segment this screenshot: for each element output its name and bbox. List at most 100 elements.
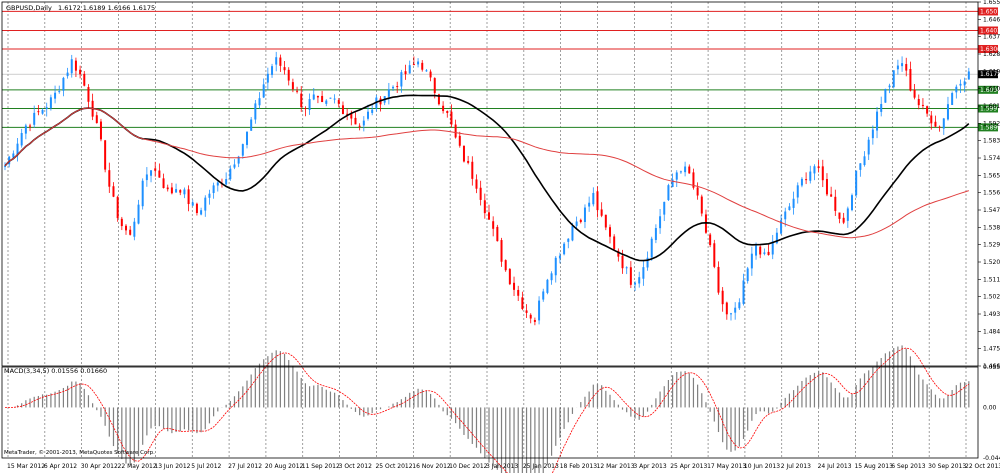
candle-body — [29, 125, 32, 127]
candle-body — [800, 178, 803, 186]
candle-body — [291, 82, 294, 90]
x-tick-label: 22 May 2012 — [118, 463, 157, 470]
candle-body — [258, 98, 261, 106]
candle-body — [392, 86, 395, 89]
candle-body — [20, 133, 23, 146]
candle-body — [62, 77, 65, 91]
x-tick-label: 16 Nov 2012 — [412, 463, 451, 470]
candle-body — [271, 66, 274, 75]
candle-body — [450, 111, 453, 125]
macd-y-tick-label: -0.04468 — [983, 455, 1000, 462]
candle-body — [517, 289, 520, 296]
candle-body — [137, 204, 140, 224]
candle-body — [216, 182, 219, 186]
candle-body — [730, 313, 732, 315]
candle-body — [362, 120, 365, 126]
candle-body — [855, 170, 858, 196]
candle-body — [788, 206, 791, 211]
candle-body — [95, 115, 98, 124]
candle-body — [538, 300, 541, 321]
candle-body — [350, 113, 353, 119]
candle-body — [387, 89, 390, 97]
candle-body — [16, 143, 19, 155]
candle-body — [341, 105, 344, 115]
price-label: 1.6402 — [980, 28, 1000, 35]
candle-body — [709, 234, 712, 246]
candle-body — [592, 192, 595, 205]
candle-body — [45, 107, 48, 110]
candle-body — [583, 207, 586, 222]
candle-body — [367, 111, 369, 119]
x-tick-label: 25 Oct 2012 — [375, 463, 412, 470]
candle-body — [296, 90, 299, 92]
candle-body — [12, 153, 15, 158]
candle-body — [692, 172, 695, 188]
candle-body — [287, 69, 290, 81]
candle-body — [191, 202, 194, 206]
candle-body — [79, 69, 82, 75]
candle-body — [784, 211, 787, 220]
candle-body — [805, 179, 808, 181]
y-tick-label: 1.6190 — [983, 68, 1000, 75]
y-tick-label: 1.5290 — [983, 242, 1000, 249]
candle-body — [604, 214, 607, 228]
x-tick-label: 2 Jul 2013 — [781, 463, 811, 470]
x-tick-label: 25 Apr 2013 — [670, 463, 707, 470]
price-label-box — [978, 123, 998, 132]
macd-signal-line — [5, 347, 970, 473]
candle-body — [721, 290, 724, 305]
candle-body — [550, 273, 553, 281]
candle-body — [116, 196, 119, 219]
candle-body — [588, 202, 591, 207]
x-tick-label: 10 Jun 2013 — [744, 463, 780, 470]
candle-body — [120, 218, 123, 227]
candle-body — [796, 185, 799, 198]
candle-body — [859, 163, 862, 170]
x-tick-label: 3 Jan 2013 — [486, 463, 518, 470]
candle-body — [358, 125, 361, 127]
price-label: 1.5997 — [980, 106, 1000, 113]
x-tick-label: 30 Apr 2012 — [81, 463, 118, 470]
candle-body — [417, 61, 420, 65]
candle-body — [629, 267, 632, 285]
candle-body — [821, 166, 824, 181]
candle-body — [596, 191, 599, 211]
price-label: 1.6306 — [980, 46, 1000, 53]
candle-body — [158, 170, 161, 178]
candle-body — [49, 97, 52, 109]
candle-body — [471, 161, 474, 179]
candle-body — [275, 57, 278, 65]
candle-body — [750, 253, 753, 269]
x-tick-label: 12 Mar 2013 — [597, 463, 635, 470]
moving-averages — [4, 94, 970, 262]
x-tick-label: 3 Oct 2012 — [339, 463, 372, 470]
candle-body — [780, 220, 783, 234]
candle-body — [442, 105, 445, 112]
candle-body — [329, 97, 332, 99]
price-label-box — [978, 7, 998, 16]
y-tick-label: 1.5110 — [983, 276, 1000, 283]
y-tick-label: 1.5830 — [983, 138, 1000, 145]
candle-body — [763, 252, 766, 254]
candle-body — [112, 186, 115, 197]
candle-body — [725, 302, 728, 315]
x-tick-label: 24 Jul 2013 — [818, 463, 852, 470]
candle-body — [542, 291, 545, 300]
price-label: 1.6094 — [980, 87, 1000, 94]
candle-body — [321, 95, 324, 103]
x-tick-label: 5 Jul 2012 — [191, 463, 221, 470]
candle-body — [834, 196, 837, 211]
candle-body — [755, 245, 758, 256]
candle-body — [617, 250, 620, 257]
candle-body — [279, 57, 282, 66]
candle-body — [195, 203, 198, 214]
candle-body — [87, 87, 90, 102]
macd-y-tick-label: 0.00 — [983, 404, 997, 411]
candle-body — [921, 104, 924, 106]
price-label: 1.5899 — [980, 124, 1000, 131]
price-label-box — [978, 44, 998, 53]
candle-body — [888, 85, 891, 88]
candle-body — [613, 236, 616, 250]
